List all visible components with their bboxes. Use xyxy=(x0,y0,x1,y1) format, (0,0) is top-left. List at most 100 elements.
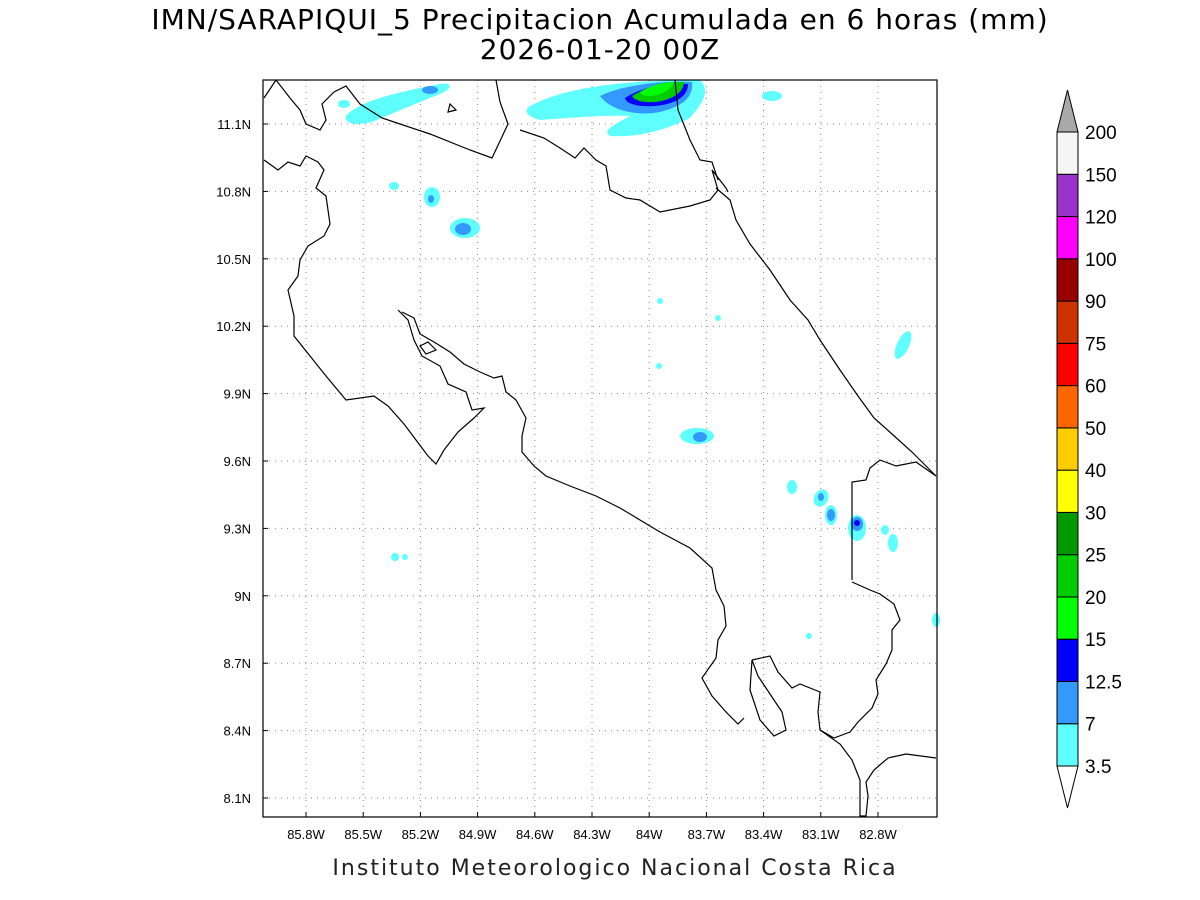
colorbar-top-arrow xyxy=(1056,89,1079,133)
longitude-label: 82.8W xyxy=(859,827,897,842)
map-grid xyxy=(263,80,937,817)
precip-area-cyan xyxy=(402,554,408,560)
colorbar-label: 200 xyxy=(1085,123,1117,144)
latitude-label: 11.1N xyxy=(217,117,251,132)
colorbar-box xyxy=(1056,554,1079,598)
colorbar-label: 60 xyxy=(1085,377,1106,398)
precip-area-blue-light xyxy=(422,86,438,94)
caribbean-coast xyxy=(715,187,937,477)
nicoya-gulf xyxy=(401,311,745,725)
precip-area-cyan xyxy=(391,553,399,561)
footer-credit: Instituto Meteorologico Nacional Costa R… xyxy=(332,856,898,881)
precip-area-cyan xyxy=(787,480,797,494)
colorbar-label: 30 xyxy=(1085,503,1106,524)
colorbar-box xyxy=(1056,258,1079,302)
san-juan-river xyxy=(674,79,719,181)
colorbar-box xyxy=(1056,723,1079,767)
precip-area-green-light xyxy=(640,82,674,96)
precip-area-blue-light xyxy=(428,195,434,203)
precip-area-cyan xyxy=(656,363,662,369)
latitude-label: 10.2N xyxy=(216,319,251,334)
precip-area-blue-light xyxy=(827,509,835,521)
colorbar-label: 120 xyxy=(1085,208,1117,229)
burica xyxy=(819,729,937,817)
colorbar-box xyxy=(1056,680,1079,725)
colorbar-box xyxy=(1056,511,1079,556)
longitude-label: 84.9W xyxy=(459,827,497,842)
map-title: IMN/SARAPIQUI_5 Precipitacion Acumulada … xyxy=(151,3,1049,36)
colorbar-label: 20 xyxy=(1085,588,1106,609)
latitude-label: 10.5N xyxy=(216,252,251,267)
precip-area-cyan xyxy=(894,331,912,359)
latitude-label: 9N xyxy=(234,589,251,604)
colorbar-box xyxy=(1056,427,1079,471)
latitude-labels: 11.1N 10.8N 10.5N 10.2N 9.9N 9.6N 9.3N 9N 8.7N 8.… xyxy=(216,117,251,806)
colorbar-label: 150 xyxy=(1085,165,1117,186)
precip-area-cyan xyxy=(657,298,663,304)
colorbar-label: 50 xyxy=(1085,419,1106,440)
longitude-label: 84.3W xyxy=(573,827,611,842)
colorbar-label: 7 xyxy=(1085,715,1096,736)
colorbar-box xyxy=(1056,131,1079,175)
latitude-label: 9.6N xyxy=(224,454,251,469)
longitude-labels: 85.8W 85.5W 85.2W 84.9W 84.6W 84.3W 84W 83.7W 83… xyxy=(287,827,897,842)
colorbar-label: 100 xyxy=(1085,250,1117,271)
osa-peninsula xyxy=(751,581,901,739)
colorbar-bottom-arrow xyxy=(1056,765,1079,809)
map-frame xyxy=(262,79,938,818)
precip-area-blue-light xyxy=(818,493,824,501)
colorbar-label: 3.5 xyxy=(1085,757,1111,778)
precip-area-cyan xyxy=(932,613,940,627)
colorbar-box xyxy=(1056,342,1079,387)
nicaragua-border xyxy=(519,129,729,213)
latitude-label: 8.1N xyxy=(224,791,251,806)
precip-area-cyan xyxy=(715,315,721,321)
nicaragua-border xyxy=(263,79,509,159)
colorbar-box xyxy=(1056,300,1079,344)
colorbar-label: 40 xyxy=(1085,461,1106,482)
coastlines-and-borders xyxy=(263,79,937,817)
colorbar-label: 12.5 xyxy=(1085,672,1122,693)
precip-area-blue xyxy=(854,520,860,526)
longitude-label: 85.5W xyxy=(344,827,382,842)
precip-area-cyan xyxy=(762,91,782,101)
colorbar-label: 25 xyxy=(1085,546,1106,567)
latitude-label: 8.7N xyxy=(224,656,251,671)
longitude-label: 83.7W xyxy=(688,827,726,842)
precip-area-blue-light xyxy=(693,432,707,442)
longitude-label: 84.6W xyxy=(516,827,554,842)
colorbar-box xyxy=(1056,469,1079,513)
latitude-label: 10.8N xyxy=(216,184,251,199)
latitude-label: 9.3N xyxy=(224,521,251,536)
precip-area-blue-light xyxy=(455,223,471,235)
precip-area-cyan xyxy=(881,525,889,535)
golfo-dulce xyxy=(749,659,787,737)
precip-area-cyan xyxy=(345,83,450,124)
longitude-label: 83.1W xyxy=(802,827,840,842)
chira-island xyxy=(419,341,438,355)
colorbar-box xyxy=(1056,638,1079,682)
precip-area-cyan xyxy=(389,182,399,190)
colorbar-box xyxy=(1056,385,1079,429)
longitude-label: 83.4W xyxy=(745,827,783,842)
precip-area-cyan xyxy=(806,633,812,639)
colorbar-label: 75 xyxy=(1085,334,1106,355)
longitude-label: 85.8W xyxy=(287,827,325,842)
map-valid-time: 2026-01-20 00Z xyxy=(479,33,721,66)
panama-border xyxy=(851,459,937,580)
colorbar-box xyxy=(1056,216,1079,260)
colorbar-label: 15 xyxy=(1085,630,1106,651)
precip-area-cyan xyxy=(338,100,350,108)
colorbar-box xyxy=(1056,596,1079,640)
colorbar-box xyxy=(1056,173,1079,218)
pacific-coast-north xyxy=(263,155,486,465)
latitude-label: 9.9N xyxy=(224,387,251,402)
precip-area-cyan xyxy=(888,534,898,552)
precipitation-shading xyxy=(338,80,940,639)
nicaragua-lake-island xyxy=(447,102,458,113)
longitude-label: 84W xyxy=(636,827,663,842)
colorbar: 3.5 7 12.5 15 20 25 30 40 50 60 75 90 100 120 150 200 xyxy=(1056,89,1122,809)
latitude-label: 8.4N xyxy=(224,724,251,739)
colorbar-label: 90 xyxy=(1085,292,1106,313)
